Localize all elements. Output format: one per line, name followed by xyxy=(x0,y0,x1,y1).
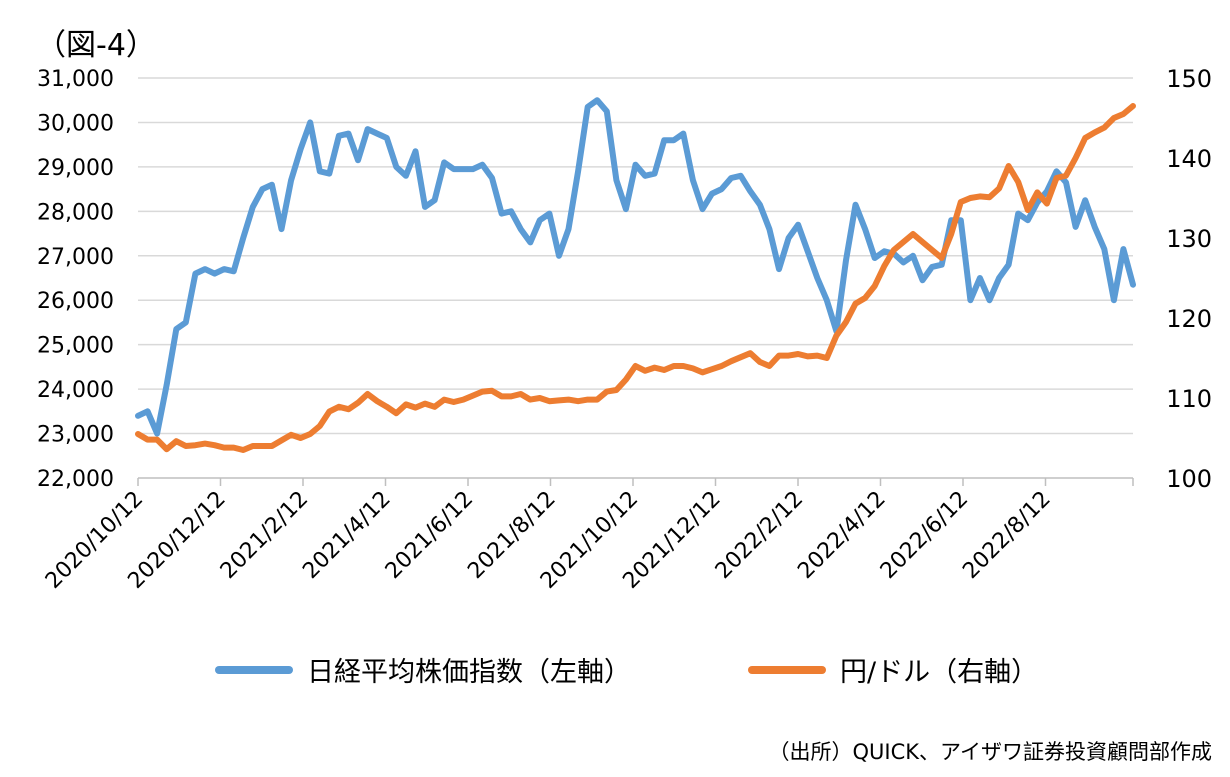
right-axis-tick-labels: 100 110 120 130 140 150 xyxy=(1166,65,1212,493)
y-left-tick-label: 26,000 xyxy=(37,289,114,314)
y-left-tick-label: 25,000 xyxy=(37,334,114,359)
y-right-tick-label: 140 xyxy=(1166,145,1212,173)
y-right-tick-label: 110 xyxy=(1166,385,1212,413)
x-tick-label: 2022/6/12 xyxy=(876,487,973,584)
y-left-tick-label: 24,000 xyxy=(37,378,114,403)
legend-label-usdjpy: 円/ドル（右軸） xyxy=(840,657,1039,688)
x-tick-label: 2022/4/12 xyxy=(793,487,890,584)
x-tick-label: 2021/6/12 xyxy=(381,487,478,584)
x-tick-label: 2022/2/12 xyxy=(711,487,808,584)
legend-label-nikkei: 日経平均株価指数（左軸） xyxy=(307,657,631,688)
y-left-tick-label: 28,000 xyxy=(37,200,114,225)
legend-swatch-usdjpy xyxy=(748,665,826,674)
x-tick-label: 2022/8/12 xyxy=(958,487,1055,584)
series-lines xyxy=(135,97,1136,453)
y-left-tick-label: 29,000 xyxy=(37,156,114,181)
gridlines xyxy=(138,77,1133,435)
series-line-usdjpy xyxy=(135,103,1136,453)
legend: 日経平均株価指数（左軸） 円/ドル（右軸） xyxy=(0,650,1230,694)
legend-item-usdjpy: 円/ドル（右軸） xyxy=(748,650,1038,689)
y-right-tick-label: 130 xyxy=(1166,225,1212,253)
y-right-tick-label: 100 xyxy=(1166,465,1212,493)
y-left-tick-label: 30,000 xyxy=(37,111,114,136)
source-note: （出所）QUICK、アイザワ証券投資顧問部作成 xyxy=(768,740,1212,764)
y-right-tick-label: 150 xyxy=(1166,65,1212,93)
y-left-tick-label: 23,000 xyxy=(37,423,114,448)
x-tick-label: 2021/2/12 xyxy=(216,487,313,584)
series-line-nikkei xyxy=(135,97,1136,437)
legend-item-nikkei: 日経平均株価指数（左軸） xyxy=(215,650,631,689)
y-right-tick-label: 120 xyxy=(1166,305,1212,333)
x-tick-label: 2021/4/12 xyxy=(298,487,395,584)
legend-swatch-nikkei xyxy=(215,665,293,674)
y-left-tick-label: 31,000 xyxy=(37,67,114,92)
left-axis-tick-labels: 22,000 23,000 24,000 25,000 26,000 27,000 28,0… xyxy=(37,67,114,492)
y-left-tick-label: 22,000 xyxy=(37,467,114,492)
x-axis: 2020/10/122020/12/122021/2/122021/4/1220… xyxy=(41,477,1134,594)
figure-label: （図-4） xyxy=(36,28,156,63)
y-left-tick-label: 27,000 xyxy=(37,245,114,270)
